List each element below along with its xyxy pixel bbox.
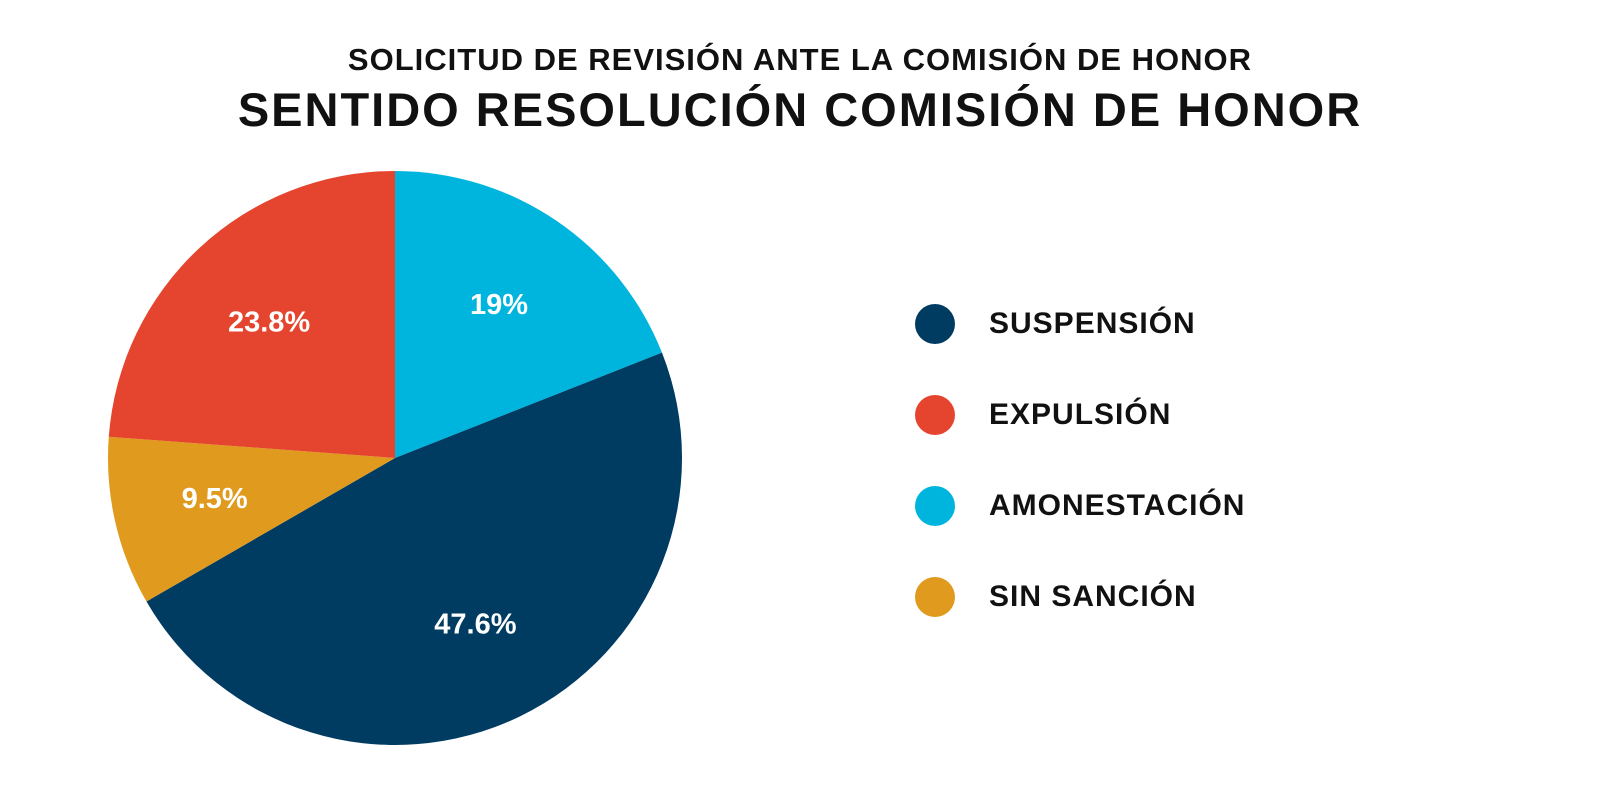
pie-label-sin-sancion: 9.5%: [182, 483, 248, 515]
legend-label-expulsion: EXPULSIÓN: [989, 397, 1172, 431]
chart-subtitle: SOLICITUD DE REVISIÓN ANTE LA COMISIÓN D…: [347, 42, 1253, 77]
legend-swatch-sin-sancion: [915, 576, 955, 617]
pie-label-expulsion: 23.8%: [228, 306, 310, 338]
legend-label-amonestacion: AMONESTACIÓN: [989, 488, 1246, 522]
legend-swatch-suspension: [915, 303, 955, 344]
legend-swatch-amonestacion: [915, 485, 955, 526]
legend-item-expulsion: EXPULSIÓN: [915, 369, 1245, 460]
legend: SUSPENSIÓN EXPULSIÓN AMONESTACIÓN SIN SA…: [915, 278, 1245, 642]
legend-label-sin-sancion: SIN SANCIÓN: [989, 579, 1197, 613]
pie-slice-amonestacion: [395, 171, 662, 458]
pie-slice-expulsion: [108, 171, 395, 458]
legend-item-amonestacion: AMONESTACIÓN: [915, 460, 1245, 551]
pie-slice-sin-sancion: [108, 436, 396, 602]
chart-title: SENTIDO RESOLUCIÓN COMISIÓN DE HONOR: [237, 83, 1363, 136]
pie-chart: 19% 47.6% 9.5% 23.8%: [108, 171, 682, 745]
legend-swatch-expulsion: [915, 394, 955, 435]
pie-slice-suspension: [146, 352, 682, 745]
pie-label-amonestacion: 19%: [470, 289, 528, 321]
chart-header: SOLICITUD DE REVISIÓN ANTE LA COMISIÓN D…: [0, 38, 1600, 138]
pie-label-suspension: 47.6%: [434, 609, 516, 641]
legend-item-suspension: SUSPENSIÓN: [915, 278, 1245, 369]
legend-item-sin-sancion: SIN SANCIÓN: [915, 551, 1245, 642]
legend-label-suspension: SUSPENSIÓN: [989, 306, 1196, 340]
